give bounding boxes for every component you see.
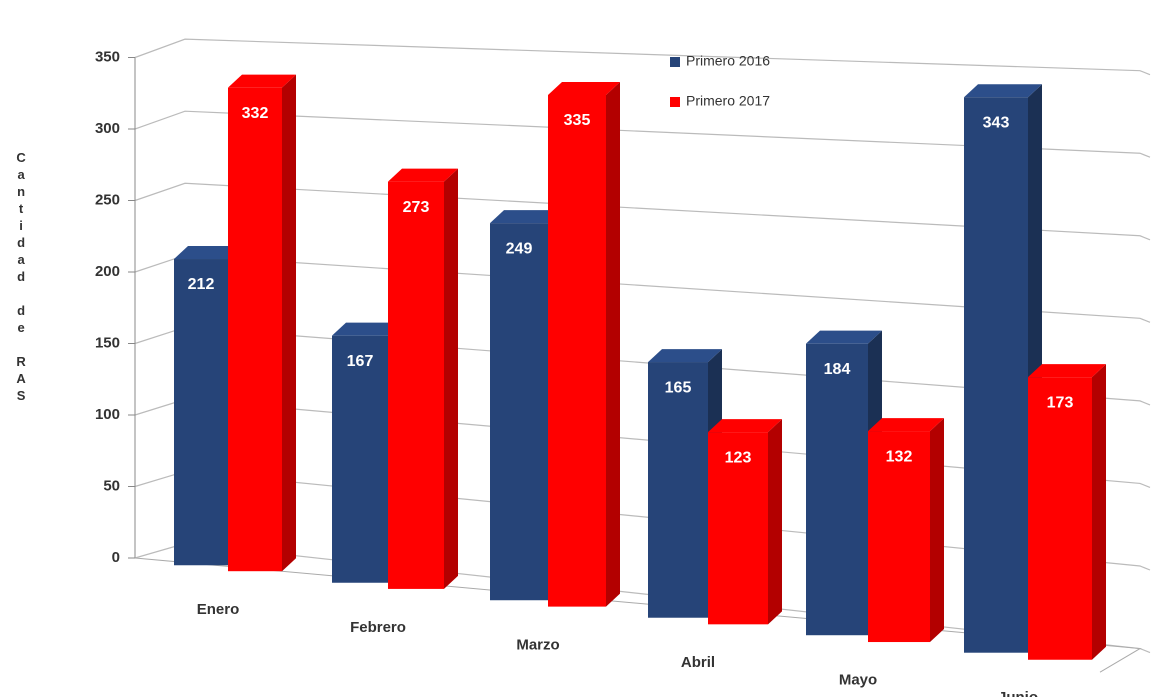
legend-swatch (670, 97, 680, 107)
bar-top (228, 74, 296, 88)
x-tick-label: Abril (681, 654, 715, 671)
data-label: 165 (665, 379, 692, 396)
legend-label: Primero 2017 (686, 93, 770, 109)
data-label: 343 (983, 114, 1010, 131)
bar-top (868, 418, 944, 432)
grid-line (134, 182, 1151, 241)
data-label: 132 (886, 448, 913, 465)
bar (1028, 377, 1092, 660)
bar-top (548, 81, 620, 95)
grid-line (134, 254, 1151, 323)
bar (868, 431, 930, 643)
bar-top (1028, 364, 1106, 378)
x-tick-label: Enero (197, 601, 240, 618)
grid-line (134, 38, 1151, 76)
bar (806, 343, 868, 636)
x-tick-label: Junio (998, 689, 1038, 697)
bar (174, 259, 228, 566)
bar-side (1092, 364, 1106, 660)
y-tick-label: 200 (95, 263, 120, 280)
bar-top (648, 349, 722, 363)
y-axis-label: Cantidad de RAS (14, 150, 29, 405)
legend-swatch (670, 57, 680, 67)
data-label: 249 (506, 240, 533, 257)
y-tick-label: 300 (95, 120, 120, 137)
bar (964, 97, 1028, 653)
bar (708, 432, 768, 625)
bar-top (490, 210, 562, 224)
bar-top (964, 84, 1042, 98)
bar-top (388, 168, 458, 182)
bar (548, 94, 606, 607)
bar-top (174, 246, 242, 260)
y-tick-label: 250 (95, 191, 120, 208)
data-label: 332 (242, 105, 269, 122)
bar (490, 223, 548, 601)
bar (388, 181, 444, 589)
data-label: 273 (403, 199, 430, 216)
x-tick-label: Mayo (839, 672, 877, 689)
bar-side (606, 81, 620, 607)
bar-top (806, 330, 882, 344)
bar-side (930, 418, 944, 643)
x-tick-label: Febrero (350, 619, 406, 636)
bar-side (282, 74, 296, 572)
data-label: 212 (188, 276, 215, 293)
y-tick-label: 50 (103, 477, 120, 494)
data-label: 184 (824, 361, 851, 378)
y-tick-label: 0 (112, 549, 120, 566)
y-tick-label: 150 (95, 334, 120, 351)
bar-side (768, 419, 782, 625)
bar-top (708, 419, 782, 433)
bar (332, 335, 388, 583)
legend-label: Primero 2016 (686, 53, 770, 69)
data-label: 167 (347, 353, 374, 370)
y-tick-label: 100 (95, 406, 120, 423)
data-label: 123 (725, 449, 752, 466)
data-label: 173 (1047, 394, 1074, 411)
grid-line (134, 110, 1151, 158)
bar (228, 87, 282, 572)
bar-side (444, 168, 458, 589)
data-label: 335 (564, 112, 591, 129)
x-tick-label: Marzo (516, 636, 559, 653)
floor-edge (134, 557, 1142, 673)
bar-top (332, 322, 402, 336)
bar (648, 362, 708, 618)
y-tick-label: 350 (95, 48, 120, 65)
